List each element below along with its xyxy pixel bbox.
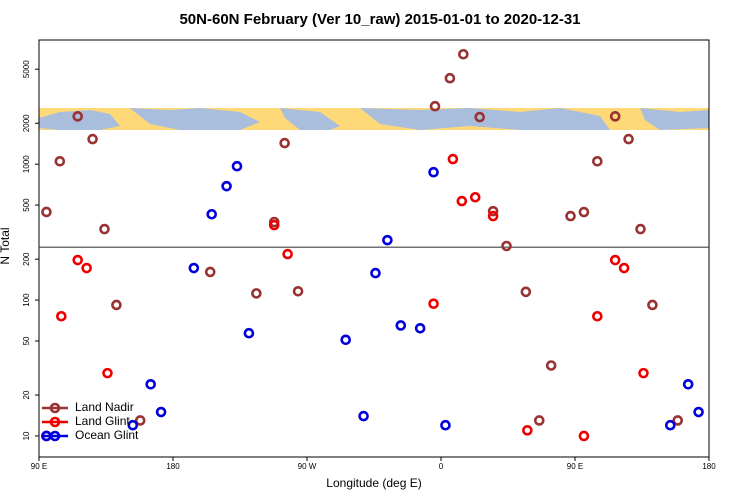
data-point xyxy=(429,100,441,112)
x-tick-label: 180 xyxy=(702,462,716,471)
x-tick-label: 90 E xyxy=(31,462,47,471)
data-point xyxy=(428,298,439,310)
data-point xyxy=(145,378,156,390)
data-point xyxy=(251,288,262,299)
data-point xyxy=(127,419,139,431)
y-tick-label: 2000 xyxy=(22,114,31,132)
data-point xyxy=(618,262,630,274)
y-tick-label: 100 xyxy=(22,293,31,307)
data-point xyxy=(447,153,459,165)
data-point xyxy=(647,299,658,311)
data-point xyxy=(487,210,499,222)
data-point xyxy=(474,111,486,123)
data-point xyxy=(428,166,439,178)
data-point xyxy=(268,219,280,231)
data-point xyxy=(340,334,352,346)
data-point xyxy=(592,155,603,167)
x-axis-label: Longitude (deg E) xyxy=(326,476,421,490)
y-tick-label: 5000 xyxy=(22,60,31,78)
data-point xyxy=(578,430,590,442)
data-point xyxy=(469,191,481,203)
data-point xyxy=(456,195,468,207)
y-tick-label: 200 xyxy=(22,252,31,266)
legend-label: Land Nadir xyxy=(75,400,134,414)
data-point xyxy=(414,322,426,334)
data-point xyxy=(81,262,92,274)
legend-label: Land Glint xyxy=(75,414,130,428)
data-point xyxy=(292,286,304,297)
data-point xyxy=(87,133,98,145)
data-point xyxy=(54,155,66,167)
y-tick-label: 20 xyxy=(22,390,31,399)
data-point xyxy=(458,48,469,60)
y-tick-label: 1000 xyxy=(22,155,31,173)
data-point xyxy=(444,72,456,84)
data-point xyxy=(231,160,243,172)
data-point xyxy=(440,419,451,431)
data-point xyxy=(382,234,393,246)
data-point xyxy=(41,206,52,218)
data-point xyxy=(638,367,649,379)
data-point xyxy=(545,360,557,371)
x-tick-label: 0 xyxy=(439,462,444,471)
plot-frame xyxy=(38,39,710,458)
y-tick-label: 50 xyxy=(22,336,31,345)
data-point xyxy=(72,254,84,266)
data-point xyxy=(565,210,576,222)
legend-marker xyxy=(49,416,61,428)
x-tick-label: 90 E xyxy=(567,462,583,471)
data-point xyxy=(206,208,218,220)
data-point xyxy=(522,425,533,436)
data-point xyxy=(243,327,255,339)
x-tick-label: 180 xyxy=(166,462,180,471)
map-strip xyxy=(39,108,709,130)
data-point xyxy=(279,137,290,149)
data-point xyxy=(99,223,110,235)
x-tick-label: 90 W xyxy=(298,462,317,471)
data-point xyxy=(623,133,634,145)
data-point xyxy=(221,180,232,192)
data-point xyxy=(395,320,407,331)
y-axis-label: N Total xyxy=(0,227,12,264)
data-point xyxy=(370,267,381,279)
chart-title: 50N-60N February (Ver 10_raw) 2015-01-01… xyxy=(179,11,580,28)
data-point xyxy=(204,266,216,278)
data-point xyxy=(282,248,293,260)
legend-marker xyxy=(49,430,61,442)
data-point xyxy=(672,415,684,426)
data-point xyxy=(72,111,84,122)
data-point xyxy=(188,262,200,274)
data-point xyxy=(533,415,545,426)
data-point xyxy=(111,299,122,311)
data-point xyxy=(487,205,499,217)
data-point xyxy=(520,286,532,298)
legend-marker xyxy=(49,402,61,414)
data-point xyxy=(693,406,704,418)
data-point xyxy=(358,410,369,422)
data-point xyxy=(592,310,603,322)
data-point xyxy=(56,310,67,322)
data-point xyxy=(635,223,646,235)
data-point xyxy=(609,254,621,266)
data-point xyxy=(155,406,167,418)
y-tick-label: 10 xyxy=(22,431,31,440)
data-point xyxy=(578,206,590,218)
data-point xyxy=(664,419,676,431)
data-point xyxy=(102,367,113,379)
data-point xyxy=(501,240,512,252)
legend-label: Ocean Glint xyxy=(75,428,139,442)
data-point xyxy=(682,378,694,390)
y-tick-label: 500 xyxy=(22,198,31,212)
data-point xyxy=(134,415,146,426)
data-point xyxy=(609,111,621,122)
